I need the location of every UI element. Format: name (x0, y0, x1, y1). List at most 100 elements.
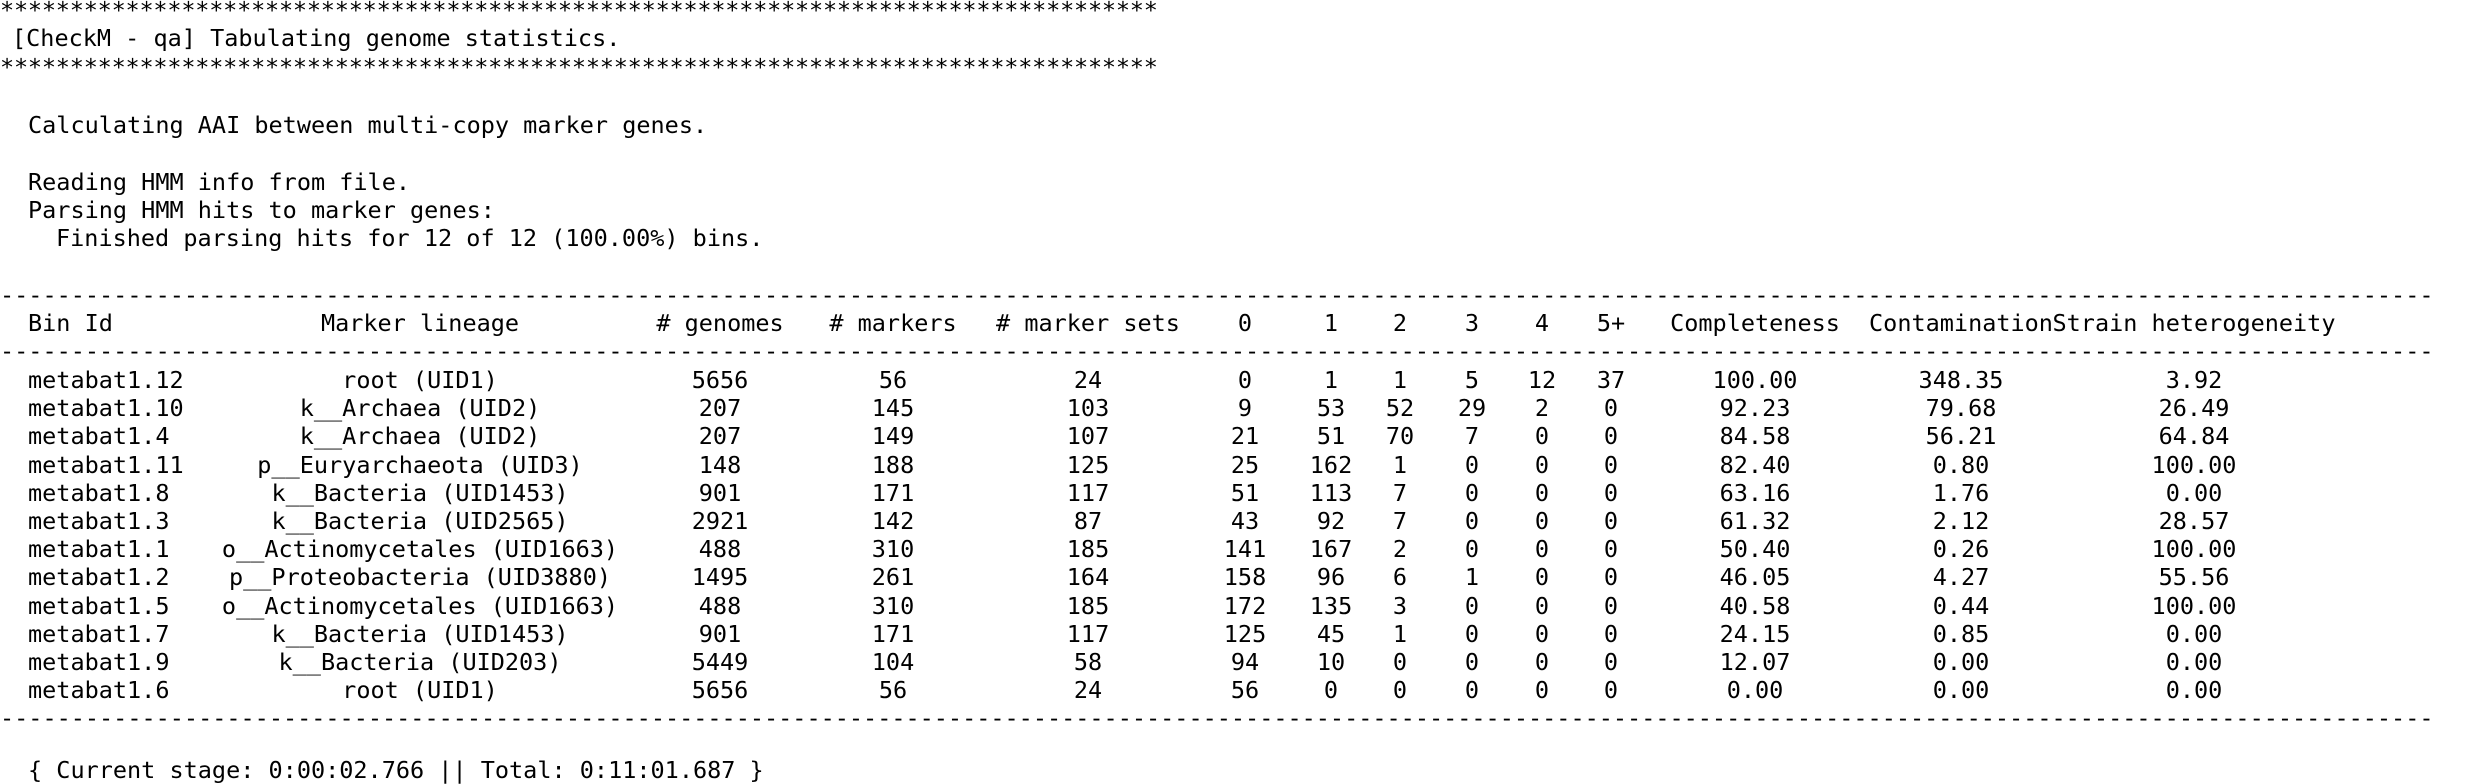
cell-c2: 0 (1392, 676, 1408, 705)
cell-lineage: k__Bacteria (UID2565) (271, 507, 569, 535)
cell-c4: 0 (1534, 507, 1550, 535)
cell-genomes: 488 (698, 535, 742, 564)
cell-completeness: 0.00 (1726, 676, 1784, 705)
cell-contamination: 0.44 (1932, 591, 1990, 620)
message-parsing: Parsing HMM hits to marker genes: (28, 196, 495, 224)
cell-c0: 21 (1230, 422, 1260, 451)
message-finished: Finished parsing hits for 12 of 12 (100.… (56, 224, 764, 252)
cell-c1: 113 (1309, 478, 1353, 507)
cell-c3: 0 (1464, 591, 1480, 620)
cell-c4: 0 (1534, 619, 1550, 648)
banner-title: [CheckM - qa] Tabulating genome statisti… (12, 24, 621, 52)
cell-c0: 158 (1223, 563, 1267, 592)
column-header-bin-id: Bin Id (28, 309, 113, 337)
cell-c1: 135 (1309, 591, 1353, 620)
cell-bin-id: metabat1.4 (28, 422, 170, 451)
cell-c1: 10 (1316, 648, 1346, 676)
cell-bin-id: metabat1.5 (28, 591, 170, 620)
cell-bin-id: metabat1.10 (28, 394, 184, 423)
cell-c5: 0 (1603, 422, 1619, 451)
cell-c2: 70 (1385, 422, 1415, 451)
cell-c4: 0 (1534, 676, 1550, 705)
cell-strain: 100.00 (2151, 591, 2237, 620)
cell-marker-sets: 24 (1073, 676, 1103, 705)
cell-c2: 52 (1385, 394, 1415, 423)
cell-genomes: 5656 (691, 366, 749, 394)
cell-completeness: 46.05 (1719, 563, 1791, 592)
cell-contamination: 348.35 (1918, 366, 2004, 394)
cell-c3: 29 (1457, 394, 1487, 423)
cell-genomes: 207 (698, 394, 742, 423)
cell-c0: 56 (1230, 676, 1260, 705)
cell-genomes: 148 (698, 450, 742, 479)
cell-genomes: 901 (698, 478, 742, 507)
cell-c3: 0 (1464, 478, 1480, 507)
cell-markers: 142 (871, 507, 915, 535)
cell-c1: 96 (1316, 563, 1346, 592)
column-header-marker-sets: # marker sets (996, 309, 1180, 337)
cell-c0: 172 (1223, 591, 1267, 620)
cell-c0: 94 (1230, 648, 1260, 676)
cell-contamination: 0.85 (1932, 619, 1990, 648)
cell-c2: 7 (1392, 478, 1408, 507)
cell-c0: 141 (1223, 535, 1267, 564)
cell-c3: 1 (1464, 563, 1480, 592)
column-header-genomes: # genomes (656, 309, 784, 337)
cell-bin-id: metabat1.8 (28, 478, 170, 507)
cell-c4: 12 (1527, 366, 1557, 394)
cell-lineage: k__Bacteria (UID1453) (271, 619, 569, 648)
column-header-c1: 1 (1323, 309, 1339, 337)
cell-c5: 0 (1603, 507, 1619, 535)
cell-lineage: root (UID1) (342, 366, 498, 394)
cell-c3: 0 (1464, 648, 1480, 676)
cell-completeness: 82.40 (1719, 450, 1791, 479)
cell-marker-sets: 185 (1066, 535, 1110, 564)
cell-c0: 43 (1230, 507, 1260, 535)
cell-completeness: 40.58 (1719, 591, 1791, 620)
column-header-contamination: Contamination (1869, 309, 2053, 337)
column-header-c3: 3 (1464, 309, 1480, 337)
cell-c1: 0 (1323, 676, 1339, 705)
cell-c4: 0 (1534, 422, 1550, 451)
cell-c3: 5 (1464, 366, 1480, 394)
cell-marker-sets: 87 (1073, 507, 1103, 535)
cell-c1: 167 (1309, 535, 1353, 564)
cell-genomes: 1495 (691, 563, 749, 592)
cell-contamination: 0.26 (1932, 535, 1990, 564)
cell-c1: 1 (1323, 366, 1339, 394)
cell-bin-id: metabat1.12 (28, 366, 184, 394)
message-reading: Reading HMM info from file. (28, 168, 411, 196)
cell-lineage: k__Bacteria (UID203) (278, 648, 562, 676)
cell-markers: 149 (871, 422, 915, 451)
cell-lineage: k__Archaea (UID2) (299, 422, 541, 451)
cell-strain: 64.84 (2158, 422, 2230, 451)
cell-strain: 28.57 (2158, 507, 2230, 535)
cell-strain: 0.00 (2165, 676, 2223, 705)
cell-c1: 162 (1309, 450, 1353, 479)
cell-c3: 7 (1464, 422, 1480, 451)
cell-strain: 100.00 (2151, 450, 2237, 479)
cell-c1: 92 (1316, 507, 1346, 535)
cell-c5: 0 (1603, 535, 1619, 564)
cell-bin-id: metabat1.1 (28, 535, 170, 564)
cell-lineage: root (UID1) (342, 676, 498, 705)
cell-c5: 0 (1603, 394, 1619, 423)
cell-markers: 104 (871, 648, 915, 676)
cell-c3: 0 (1464, 535, 1480, 564)
cell-c1: 51 (1316, 422, 1346, 451)
cell-bin-id: metabat1.3 (28, 507, 170, 535)
cell-contamination: 0.00 (1932, 648, 1990, 676)
cell-markers: 56 (878, 366, 908, 394)
cell-completeness: 50.40 (1719, 535, 1791, 564)
cell-marker-sets: 107 (1066, 422, 1110, 451)
cell-marker-sets: 24 (1073, 366, 1103, 394)
cell-c2: 0 (1392, 648, 1408, 676)
cell-c2: 2 (1392, 535, 1408, 564)
cell-markers: 310 (871, 591, 915, 620)
cell-c0: 25 (1230, 450, 1260, 479)
column-header-c5: 5+ (1596, 309, 1626, 337)
cell-c4: 0 (1534, 648, 1550, 676)
cell-markers: 171 (871, 478, 915, 507)
cell-marker-sets: 103 (1066, 394, 1110, 423)
